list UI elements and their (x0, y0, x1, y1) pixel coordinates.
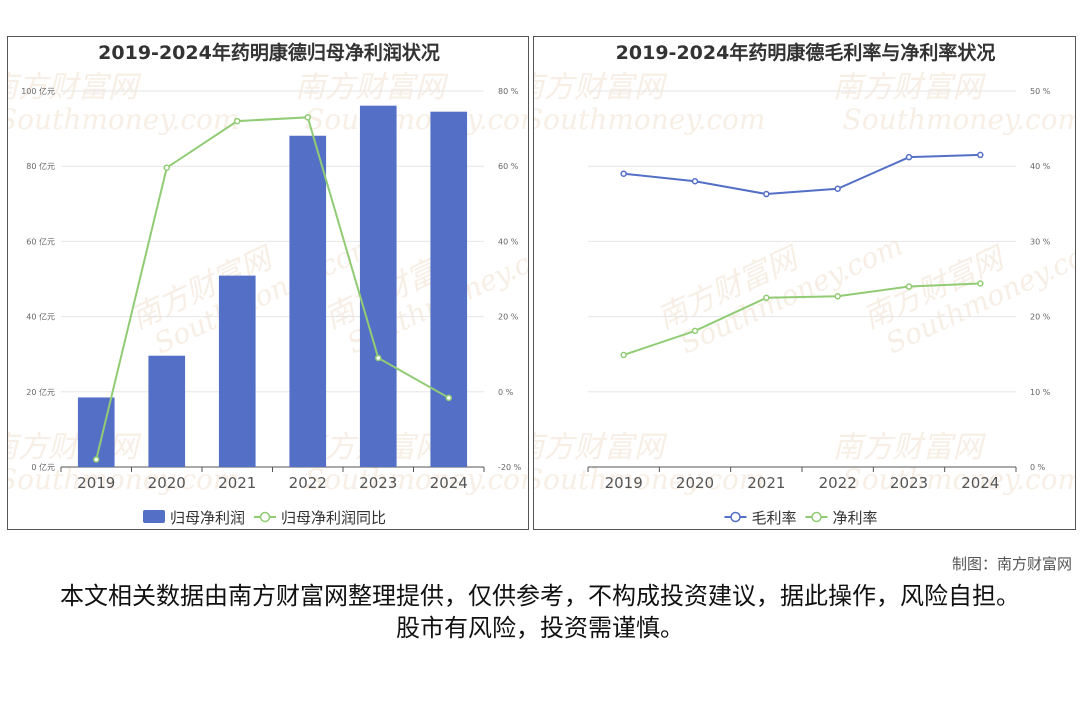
legend-label: 归母净利润同比 (281, 509, 386, 527)
y-left-tick-label: 80 亿元 (26, 161, 55, 171)
disclaimer-text: 本文相关数据由南方财富网整理提供，仅供参考，不构成投资建议，据此操作，风险自担。… (60, 582, 1020, 642)
legend-swatch-bar (143, 510, 165, 523)
series-line-1 (623, 282, 981, 356)
watermark-text: Southmoney.com (305, 103, 529, 136)
y-right-tick-label: 10 % (1030, 388, 1051, 397)
data-point-2023 (905, 153, 913, 161)
x-tick-label: 2021 (747, 474, 785, 492)
chart-title: 2019-2024年药明康德毛利率与净利率状况 (616, 41, 996, 64)
watermark-text: 南方财富网 (833, 70, 987, 105)
watermark-text: 南方财富网 (8, 430, 142, 465)
data-point-2020 (163, 164, 170, 171)
x-tick-label: 2022 (819, 474, 857, 492)
watermark-text: 南方财富网 (833, 430, 987, 465)
watermark-text: Southmoney.com (8, 103, 239, 136)
y-right-tick-label: 0 % (1030, 463, 1046, 472)
x-tick-label: 2022 (289, 474, 327, 492)
watermark-text: 南方财富网 (534, 70, 668, 105)
series-line-0 (95, 116, 450, 460)
data-point-2024 (977, 151, 984, 159)
chart-panel-net-profit: 南方财富网Southmoney.com南方财富网Southmoney.com南方… (7, 36, 529, 530)
watermark-text: Southmoney.com (534, 103, 765, 136)
y-right-tick-label: 40 % (498, 237, 519, 246)
data-point-2019 (620, 351, 627, 359)
bar-2022 (289, 135, 327, 467)
y-right-tick-label: 30 % (1030, 237, 1051, 246)
legend-label: 归母净利润 (170, 509, 245, 527)
y-right-tick-label: 40 % (1030, 162, 1051, 171)
y-left-tick-label: 40 亿元 (26, 312, 55, 322)
legend-label: 净利率 (833, 509, 878, 527)
data-point-2021 (763, 190, 770, 198)
legend-swatch-marker (730, 511, 741, 523)
y-right-tick-label: 50 % (1030, 87, 1051, 96)
y-left-tick-label: 20 亿元 (26, 387, 55, 397)
data-point-2021 (234, 117, 241, 125)
y-right-tick-label: 20 % (1030, 313, 1051, 322)
watermark-text: Southmoney.com (8, 463, 239, 496)
y-right-tick-label: 20 % (498, 313, 519, 322)
data-point-2019 (620, 170, 627, 177)
data-point-2021 (763, 294, 770, 302)
x-tick-label: 2020 (148, 474, 186, 492)
y-right-tick-label: 60 % (498, 162, 519, 171)
data-point-2023 (905, 283, 913, 290)
data-point-2023 (375, 354, 382, 362)
bar-2023 (359, 105, 397, 467)
x-tick-label: 2021 (218, 474, 256, 492)
data-point-2024 (445, 394, 452, 402)
bar-2020 (148, 355, 186, 467)
data-point-2020 (691, 177, 699, 185)
chart-panel-margins: 南方财富网Southmoney.com南方财富网Southmoney.com南方… (533, 36, 1076, 530)
chart-title: 2019-2024年药明康德归母净利润状况 (98, 41, 440, 64)
legend-swatch-marker (259, 511, 271, 523)
data-point-2022 (834, 185, 841, 193)
data-point-2024 (977, 280, 984, 287)
watermark-text: Southmoney.com (843, 103, 1076, 136)
x-tick-label: 2024 (430, 474, 468, 492)
y-left-tick-label: 100 亿元 (21, 86, 55, 96)
y-left-tick-label: 0 亿元 (31, 462, 55, 472)
margin-chart: 南方财富网Southmoney.com南方财富网Southmoney.com南方… (534, 41, 1076, 527)
x-tick-label: 2020 (676, 474, 714, 492)
x-tick-label: 2023 (890, 474, 928, 492)
y-left-tick-label: 60 亿元 (26, 236, 55, 246)
x-tick-label: 2019 (605, 474, 643, 492)
x-tick-label: 2019 (77, 474, 115, 492)
data-point-2020 (691, 327, 699, 335)
data-point-2022 (304, 114, 311, 121)
x-tick-label: 2024 (961, 474, 999, 492)
legend-label: 毛利率 (752, 509, 797, 527)
watermark-text: Southmoney.com (843, 463, 1076, 496)
watermark-text: 南方财富网 (534, 430, 668, 465)
watermark-text: Southmoney.com (305, 463, 529, 496)
y-right-tick-label: 80 % (498, 87, 519, 96)
watermark-text: 南方财富网 (8, 70, 142, 105)
y-right-tick-label: -20 % (498, 463, 522, 472)
y-right-tick-label: 0 % (498, 388, 514, 397)
watermark-text: 南方财富网 (295, 70, 449, 105)
bar-2024 (430, 111, 468, 468)
watermark-text: Southmoney.com (534, 463, 765, 496)
chart-credit: 制图：南方财富网 (951, 555, 1072, 573)
bar-2021 (218, 275, 256, 467)
data-point-2019 (93, 456, 100, 463)
series-line-0 (623, 153, 981, 196)
net-profit-chart: 南方财富网Southmoney.com南方财富网Southmoney.com南方… (8, 41, 529, 527)
legend-swatch-marker (811, 511, 822, 523)
data-point-2022 (834, 293, 841, 300)
x-tick-label: 2023 (359, 474, 397, 492)
